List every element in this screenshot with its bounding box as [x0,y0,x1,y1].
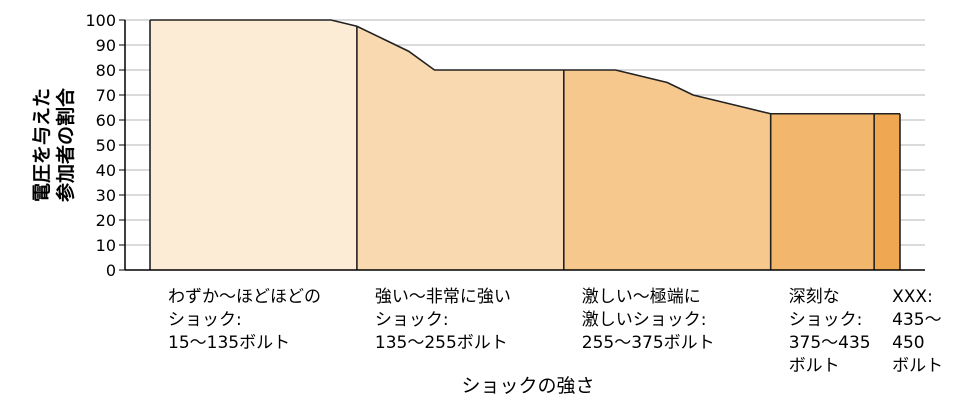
y-tick-label: 80 [96,61,116,80]
category-area [563,70,771,270]
y-tick-label: 10 [96,236,116,255]
category-label: XXX: 435〜 450 ボルト [892,287,943,376]
category-area [770,113,875,270]
y-tick-label: 40 [96,161,116,180]
category-dividers [149,20,901,270]
y-axis-title: 電圧を与えた 参加者の割合 [31,87,77,202]
y-tick-label: 70 [96,86,116,105]
y-tick-label: 50 [96,136,116,155]
category-area [150,20,357,270]
y-tick-label: 60 [96,111,116,130]
y-tick-label: 30 [96,186,116,205]
area-fills [150,20,900,270]
category-area [356,26,564,270]
category-label: 激しい〜極端に激しいショック: 255〜375ボルト [582,287,715,353]
y-tick-labels: 0 10 20 30 40 50 60 70 80 90 100 [85,11,125,280]
y-tick-label: 90 [96,36,116,55]
category-label: わずか〜ほどほどのショック: 15〜135ボルト [168,287,321,353]
category-label: 強い〜非常に強いショック: 135〜255ボルト [375,287,511,353]
y-tick-label: 100 [85,11,116,30]
x-axis-title: ショックの強さ [461,375,594,397]
y-axis-title-text: 電圧を与えた 参加者の割合 [31,87,77,202]
y-tick-label: 0 [106,261,116,280]
y-tick-label: 20 [96,211,116,230]
category-area [874,113,900,270]
area-outline [150,19,900,115]
category-label: 深刻なショック: 375〜435 ボルト [789,287,871,376]
